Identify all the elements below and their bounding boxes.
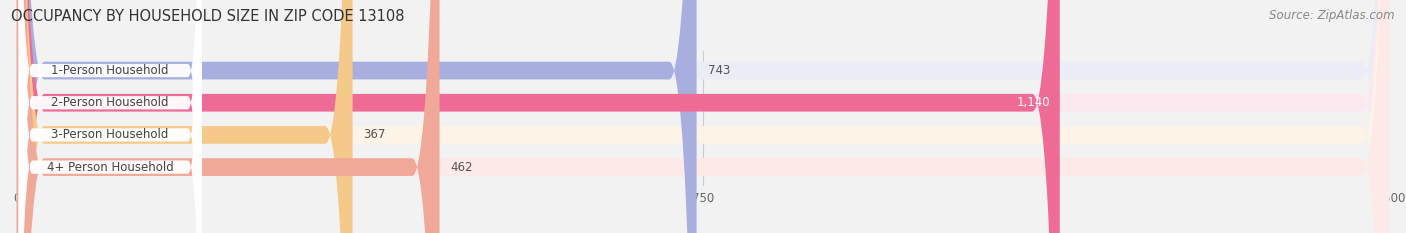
Text: 367: 367 bbox=[364, 128, 387, 141]
FancyBboxPatch shape bbox=[17, 0, 1389, 233]
FancyBboxPatch shape bbox=[18, 0, 201, 233]
FancyBboxPatch shape bbox=[17, 0, 353, 233]
Text: Source: ZipAtlas.com: Source: ZipAtlas.com bbox=[1270, 9, 1395, 22]
FancyBboxPatch shape bbox=[17, 0, 1389, 233]
FancyBboxPatch shape bbox=[18, 0, 201, 233]
Text: 1-Person Household: 1-Person Household bbox=[52, 64, 169, 77]
Text: 1,140: 1,140 bbox=[1017, 96, 1050, 109]
FancyBboxPatch shape bbox=[18, 0, 201, 233]
Text: 743: 743 bbox=[707, 64, 730, 77]
Text: 4+ Person Household: 4+ Person Household bbox=[46, 161, 173, 174]
Text: 3-Person Household: 3-Person Household bbox=[52, 128, 169, 141]
FancyBboxPatch shape bbox=[17, 0, 696, 233]
FancyBboxPatch shape bbox=[17, 0, 440, 233]
FancyBboxPatch shape bbox=[17, 0, 1389, 233]
Text: 462: 462 bbox=[450, 161, 472, 174]
Text: OCCUPANCY BY HOUSEHOLD SIZE IN ZIP CODE 13108: OCCUPANCY BY HOUSEHOLD SIZE IN ZIP CODE … bbox=[11, 9, 405, 24]
FancyBboxPatch shape bbox=[17, 0, 1389, 233]
FancyBboxPatch shape bbox=[17, 0, 1060, 233]
Text: 2-Person Household: 2-Person Household bbox=[52, 96, 169, 109]
FancyBboxPatch shape bbox=[18, 0, 201, 233]
